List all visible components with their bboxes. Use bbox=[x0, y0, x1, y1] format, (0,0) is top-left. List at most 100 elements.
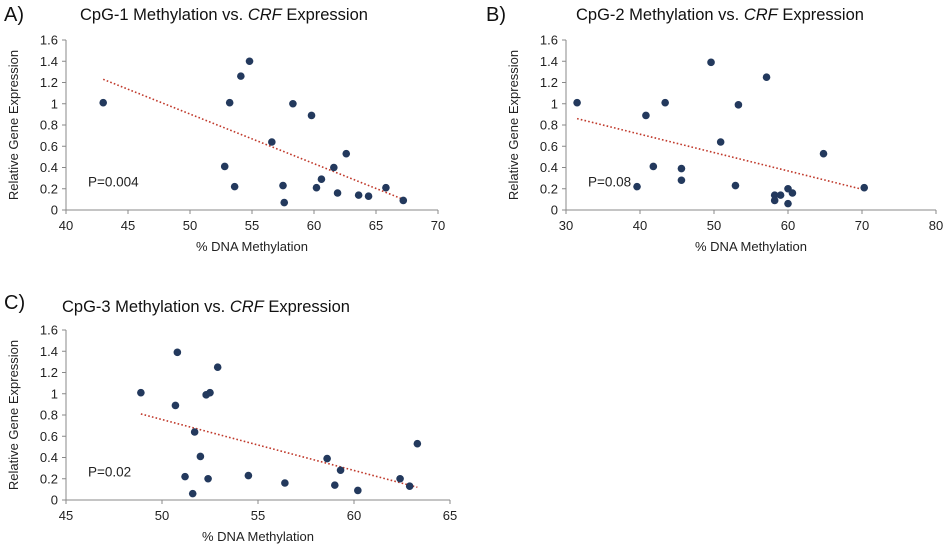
x-tick-label: 50 bbox=[155, 508, 169, 523]
chart-title: CpG-1 Methylation vs. CRF Expression bbox=[80, 6, 368, 25]
data-point bbox=[137, 388, 145, 397]
panel-label: B) bbox=[486, 4, 506, 26]
data-point bbox=[819, 149, 828, 158]
y-tick-label: 1 bbox=[51, 386, 58, 401]
data-point bbox=[206, 388, 214, 397]
panel-label: C) bbox=[4, 292, 26, 314]
x-tick-label: 40 bbox=[633, 218, 647, 233]
data-point bbox=[573, 98, 581, 107]
data-point bbox=[244, 471, 253, 480]
data-point bbox=[642, 111, 650, 120]
data-point bbox=[860, 183, 869, 192]
panel-c: C) CpG-3 Methylation vs. CRF Expression … bbox=[0, 290, 470, 546]
y-tick-label: 0.2 bbox=[540, 181, 558, 196]
data-point bbox=[784, 199, 792, 208]
chart-title-suffix: Expression bbox=[281, 6, 368, 24]
data-point bbox=[649, 162, 658, 171]
y-tick-label: 0.8 bbox=[540, 118, 558, 133]
x-tick-label: 40 bbox=[59, 218, 73, 233]
data-point bbox=[331, 481, 339, 489]
y-tick-label: 1.6 bbox=[40, 323, 58, 338]
data-point bbox=[776, 191, 785, 199]
y-tick-label: 1.4 bbox=[40, 344, 58, 359]
data-point bbox=[677, 164, 686, 173]
x-tick-label: 60 bbox=[347, 508, 361, 523]
p-value-annotation: P=0.02 bbox=[88, 465, 131, 480]
scatter-chart-cpg1: 0 0.2 0.4 0.6 0.8 1 1.2 1.4 1.6 40 45 50 55 60 65 70 % D… bbox=[6, 33, 445, 255]
data-point bbox=[770, 191, 779, 199]
chart-title: CpG-2 Methylation vs. CRF Expression bbox=[576, 6, 864, 25]
data-point bbox=[707, 58, 715, 67]
y-tick-label: 1.2 bbox=[40, 365, 58, 380]
data-point bbox=[245, 57, 254, 66]
y-tick-label: 0.4 bbox=[40, 160, 58, 175]
chart-title-suffix: Expression bbox=[777, 6, 864, 24]
data-point bbox=[173, 348, 182, 357]
x-tick-label: 50 bbox=[183, 218, 197, 233]
data-point bbox=[268, 138, 276, 146]
data-point bbox=[788, 189, 797, 197]
data-point bbox=[230, 182, 239, 191]
data-point bbox=[281, 479, 289, 487]
y-tick-label: 0.8 bbox=[40, 408, 58, 423]
data-point bbox=[354, 191, 363, 199]
x-axis-label: % DNA Methylation bbox=[695, 239, 807, 254]
trendline bbox=[102, 78, 404, 201]
chart-title-gene: CRF bbox=[743, 6, 778, 24]
data-point bbox=[716, 138, 725, 146]
chart-title-prefix: CpG-3 Methylation vs. bbox=[62, 298, 230, 316]
x-axis-label: % DNA Methylation bbox=[196, 239, 308, 254]
chart-title-gene: CRF bbox=[229, 298, 264, 316]
y-tick-label: 0 bbox=[51, 493, 58, 508]
y-tick-label: 1.2 bbox=[40, 75, 58, 90]
y-tick-label: 0.6 bbox=[40, 429, 58, 444]
data-point bbox=[289, 99, 297, 108]
data-point bbox=[188, 489, 197, 498]
data-point bbox=[354, 486, 362, 495]
data-point bbox=[413, 439, 422, 448]
data-point bbox=[364, 192, 373, 200]
data-point bbox=[307, 111, 316, 120]
data-point bbox=[196, 452, 205, 461]
y-tick-label: 0.8 bbox=[40, 118, 58, 133]
y-tick-label: 1 bbox=[51, 96, 58, 111]
y-tick-label: 1.4 bbox=[540, 54, 558, 69]
data-point bbox=[204, 474, 212, 483]
x-tick-label: 65 bbox=[369, 218, 383, 233]
data-point bbox=[220, 162, 229, 171]
chart-title: CpG-3 Methylation vs. CRF Expression bbox=[62, 298, 350, 317]
y-axis-label: Relative Gene Expression bbox=[6, 50, 21, 200]
data-point bbox=[762, 73, 771, 81]
data-point bbox=[661, 98, 669, 107]
x-tick-label: 45 bbox=[121, 218, 135, 233]
chart-title-gene: CRF bbox=[247, 6, 282, 24]
data-point bbox=[317, 175, 326, 183]
y-tick-label: 0 bbox=[51, 203, 58, 218]
y-axis-label: Relative Gene Expression bbox=[6, 340, 21, 490]
data-point bbox=[633, 182, 641, 191]
y-tick-label: 1.6 bbox=[540, 33, 558, 48]
panel-a: A) CpG-1 Methylation vs. CRF Expression … bbox=[0, 0, 470, 270]
y-tick-label: 1.6 bbox=[40, 33, 58, 48]
y-tick-label: 0 bbox=[551, 203, 558, 218]
data-point bbox=[677, 176, 686, 185]
x-tick-label: 55 bbox=[251, 508, 265, 523]
data-point bbox=[396, 474, 404, 483]
data-point bbox=[279, 181, 287, 190]
data-point bbox=[225, 98, 234, 107]
x-tick-label: 50 bbox=[707, 218, 721, 233]
x-tick-label: 70 bbox=[855, 218, 869, 233]
y-tick-label: 1.4 bbox=[40, 54, 58, 69]
data-point bbox=[280, 198, 289, 207]
data-point bbox=[323, 454, 331, 463]
y-axis-label: Relative Gene Expression bbox=[506, 50, 521, 200]
data-point bbox=[731, 181, 740, 190]
scatter-chart-cpg3: 0 0.2 0.4 0.6 0.8 1 1.2 1.4 1.6 45 50 55 60 65 % DNA M… bbox=[6, 323, 457, 545]
panel-label: A) bbox=[4, 4, 24, 26]
x-tick-label: 60 bbox=[781, 218, 795, 233]
data-point bbox=[190, 428, 199, 436]
data-point bbox=[399, 196, 408, 205]
y-tick-label: 0.6 bbox=[540, 139, 558, 154]
data-point bbox=[734, 101, 743, 109]
x-tick-label: 55 bbox=[245, 218, 259, 233]
